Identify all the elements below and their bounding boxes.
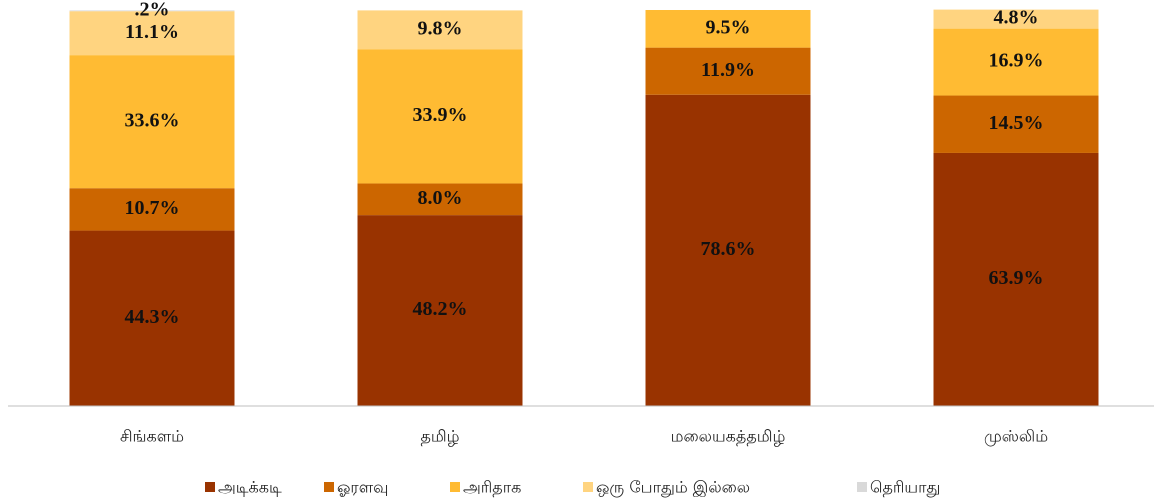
bar-segment: [357, 10, 523, 50]
x-tick-label: தமிழ்: [420, 427, 459, 446]
bar-segment: [357, 49, 523, 184]
legend-label: அடிக்கடி: [218, 478, 282, 497]
legend-swatch: [205, 482, 215, 492]
bar-segment: [357, 215, 523, 406]
bar-segment: [933, 9, 1099, 29]
value-label: 8.0%: [418, 187, 463, 209]
legend-swatch: [324, 482, 334, 492]
bar-segment: [933, 28, 1099, 96]
value-label: 9.8%: [418, 17, 463, 39]
legend-swatch: [857, 482, 867, 492]
bar-segment: [933, 95, 1099, 153]
bar-segment: [69, 10, 235, 12]
legend-label: அரிதாக: [463, 478, 521, 497]
value-label: 4.8%: [994, 7, 1039, 29]
value-label: 63.9%: [989, 267, 1044, 289]
value-label: 78.6%: [701, 238, 756, 260]
legend-label: ஒரு போதும் இல்லை: [596, 478, 750, 498]
value-label: 16.9%: [989, 50, 1044, 72]
bar-segment: [933, 152, 1099, 406]
legend-swatch: [583, 482, 593, 492]
value-label: 11.1%: [125, 21, 179, 43]
value-label: 14.5%: [989, 112, 1044, 134]
bar-segment: [69, 188, 235, 231]
bar-segment: [645, 94, 811, 406]
legend-swatch: [450, 482, 460, 492]
value-label: 48.2%: [413, 298, 468, 320]
value-label: .2%: [135, 0, 170, 20]
bar-segment: [69, 230, 235, 406]
value-label: 33.9%: [413, 104, 468, 126]
x-tick-label: மலையகத்தமிழ்: [671, 427, 786, 446]
bar-segment: [357, 183, 523, 216]
value-label: 10.7%: [125, 197, 180, 219]
legend-label: தெரியாது: [870, 478, 940, 498]
value-label: 9.5%: [706, 16, 751, 38]
bar-segment: [69, 11, 235, 56]
bar-segment: [645, 47, 811, 95]
value-label: 11.9%: [701, 59, 755, 81]
x-tick-label: முஸ்லிம்: [984, 427, 1048, 447]
legend-label: ஓரளவு: [337, 478, 388, 497]
x-tick-label: சிங்களம்: [120, 427, 184, 446]
value-label: 44.3%: [125, 306, 180, 328]
value-label: 33.6%: [125, 109, 180, 131]
bar-segment: [69, 55, 235, 189]
bar-segment: [645, 10, 811, 48]
